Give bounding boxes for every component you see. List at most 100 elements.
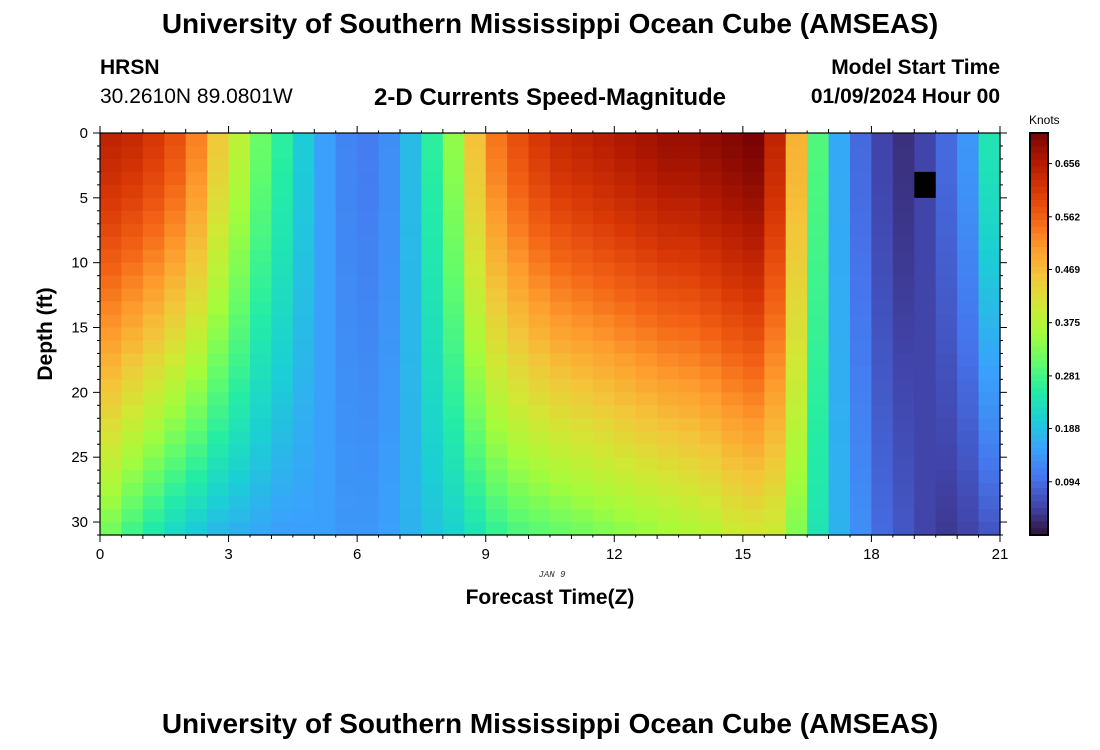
heatmap-cell: [528, 418, 551, 432]
heatmap-cell: [314, 522, 337, 536]
heatmap-cell: [314, 314, 337, 329]
heatmap-cell: [635, 509, 658, 523]
heatmap-cell: [400, 158, 423, 173]
heatmap-cell: [207, 197, 230, 212]
heatmap-cell: [464, 392, 487, 406]
heatmap-cell: [957, 184, 980, 199]
heatmap-cell: [314, 184, 337, 199]
colorbar-segment: [1030, 159, 1048, 168]
heatmap-cell: [935, 496, 958, 510]
heatmap-cell: [785, 509, 808, 523]
heatmap-cell: [700, 197, 723, 212]
heatmap-cell: [935, 366, 958, 380]
heatmap-cell: [764, 210, 787, 225]
heatmap-cell: [700, 496, 723, 510]
heatmap-cell: [100, 184, 123, 199]
heatmap-cell: [957, 483, 980, 497]
heatmap-cell: [614, 392, 637, 406]
heatmap-cell: [250, 262, 273, 277]
heatmap-cell: [657, 444, 680, 458]
heatmap-cell: [828, 145, 851, 160]
heatmap-cell: [807, 236, 830, 251]
heatmap-cell: [378, 496, 401, 510]
heatmap-cell: [464, 314, 487, 329]
heatmap-cell: [207, 405, 230, 419]
heatmap-cell: [678, 496, 701, 510]
heatmap-cell: [442, 431, 465, 445]
heatmap-cell: [442, 470, 465, 484]
heatmap-cell: [764, 353, 787, 368]
heatmap-cell: [592, 418, 615, 432]
heatmap-cell: [357, 197, 380, 212]
heatmap-cell: [292, 145, 315, 160]
heatmap-cell: [464, 496, 487, 510]
heatmap-cell: [764, 327, 787, 342]
heatmap-cell: [142, 133, 165, 147]
heatmap-cell: [100, 262, 123, 277]
heatmap-cell: [207, 353, 230, 368]
heatmap-cell: [271, 249, 294, 264]
heatmap-cell: [100, 275, 123, 290]
heatmap-cell: [485, 470, 508, 484]
colorbar-segment: [1030, 461, 1048, 469]
heatmap-cell: [314, 431, 337, 445]
heatmap-cell: [978, 340, 1001, 355]
heatmap-cell: [850, 288, 873, 303]
heatmap-cell: [550, 158, 573, 173]
heatmap-cell: [485, 133, 508, 147]
heatmap-cell: [892, 223, 915, 238]
heatmap-cell: [185, 366, 208, 380]
heatmap-cell: [635, 223, 658, 238]
heatmap-cell: [271, 379, 294, 393]
heatmap-cell: [378, 223, 401, 238]
heatmap-cell: [892, 366, 915, 380]
heatmap-cell: [742, 288, 765, 303]
heatmap-cell: [978, 145, 1001, 160]
heatmap-cell: [400, 301, 423, 316]
heatmap-cell: [464, 418, 487, 432]
heatmap-cell: [828, 158, 851, 173]
heatmap-cell: [378, 236, 401, 251]
heatmap-cell: [764, 340, 787, 355]
heatmap-cell: [314, 457, 337, 471]
heatmap-cell: [314, 496, 337, 510]
heatmap-cell: [378, 379, 401, 393]
heatmap-cell: [807, 158, 830, 173]
heatmap-cell: [657, 327, 680, 342]
heatmap-cell: [614, 145, 637, 160]
heatmap-cell: [914, 483, 937, 497]
heatmap-cell: [100, 522, 123, 536]
heatmap-cell: [614, 340, 637, 355]
colorbar-segment: [1030, 179, 1048, 188]
heatmap-cell: [850, 249, 873, 264]
heatmap-cell: [185, 522, 208, 536]
heatmap-cell: [164, 223, 187, 238]
heatmap-cell: [271, 418, 294, 432]
heatmap-cell: [250, 405, 273, 419]
colorbar-segment: [1030, 508, 1048, 516]
heatmap-cell: [528, 236, 551, 251]
heatmap-cell: [421, 418, 444, 432]
heatmap-cell: [957, 236, 980, 251]
heatmap-cell: [314, 158, 337, 173]
heatmap-cell: [828, 262, 851, 277]
heatmap-cell: [314, 418, 337, 432]
heatmap-cell: [592, 496, 615, 510]
heatmap-cell: [142, 522, 165, 536]
heatmap-cell: [957, 470, 980, 484]
heatmap-cell: [871, 379, 894, 393]
heatmap-cell: [764, 418, 787, 432]
heatmap-cell: [764, 470, 787, 484]
heatmap-cell: [764, 379, 787, 393]
heatmap-cell: [121, 340, 144, 355]
heatmap-cell: [871, 483, 894, 497]
heatmap-cell: [421, 457, 444, 471]
heatmap-cell: [850, 197, 873, 212]
heatmap-cell: [357, 353, 380, 368]
heatmap-cell: [185, 275, 208, 290]
heatmap-cell: [442, 210, 465, 225]
heatmap-cell: [635, 379, 658, 393]
heatmap-cell: [935, 353, 958, 368]
heatmap-cell: [678, 249, 701, 264]
chart-title: 2-D Currents Speed-Magnitude: [373, 84, 727, 111]
